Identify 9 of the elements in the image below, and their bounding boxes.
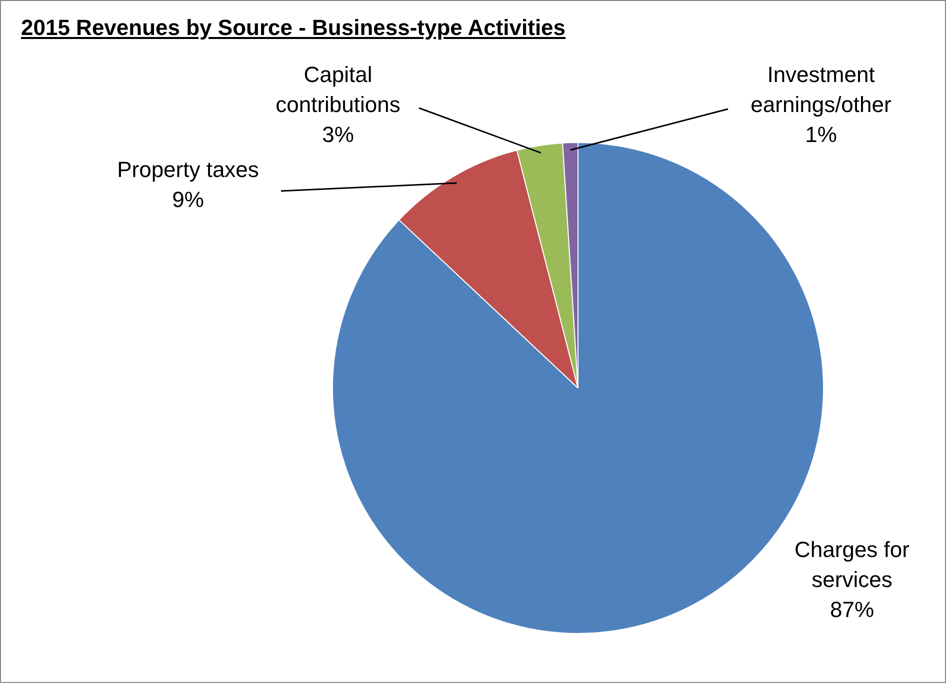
data-label: 1% — [805, 122, 837, 148]
data-label: 87% — [830, 597, 874, 622]
slice-label: Investment earnings/other — [750, 62, 892, 118]
data-label: 3% — [322, 122, 354, 148]
slice-label: Property taxes — [117, 157, 259, 182]
chart-title: 2015 Revenues by Source - Business-type Activities — [21, 15, 566, 41]
slice-label: Capital contributions — [276, 62, 400, 118]
slice-label: Charges for services — [794, 537, 910, 592]
data-label: 9% — [172, 187, 204, 212]
